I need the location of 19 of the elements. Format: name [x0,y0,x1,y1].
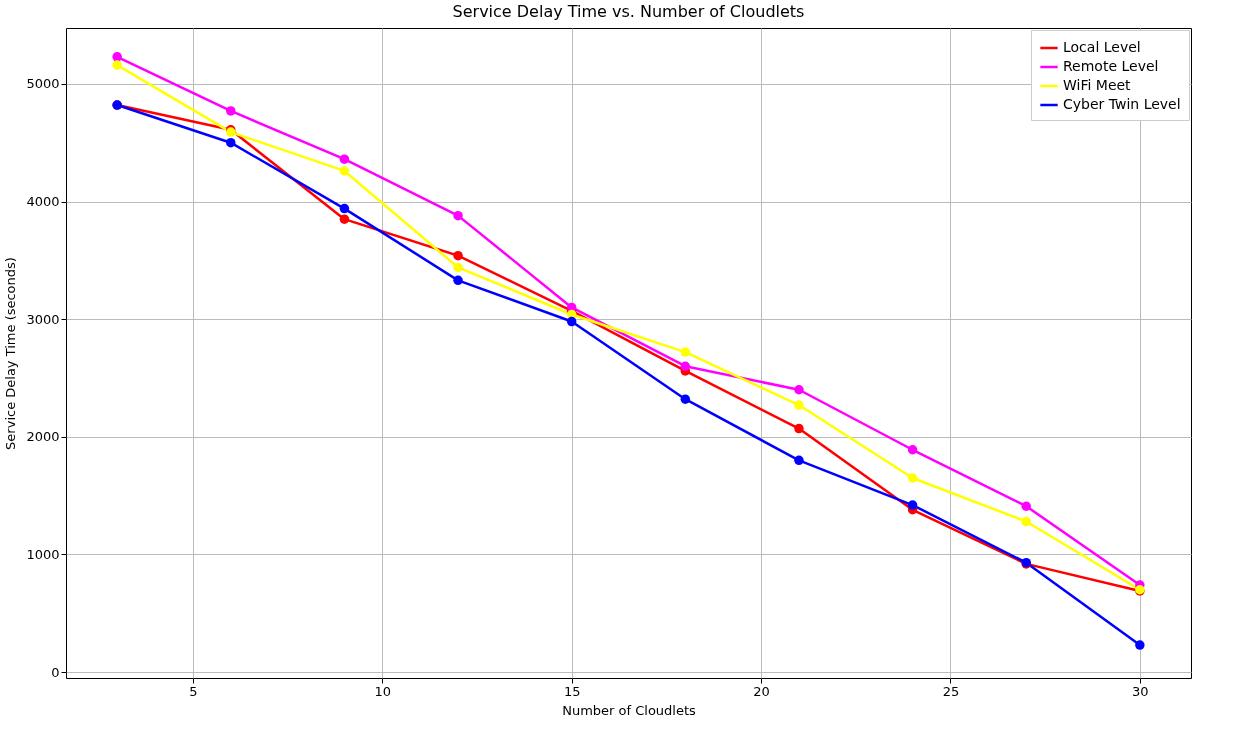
x-tick-label: 30 [1132,683,1149,699]
y-tick-label: 1000 [26,546,60,562]
x-tick-label: 25 [942,683,960,699]
legend-label: Cyber Twin Level [1063,96,1181,112]
x-axis-title: Number of Cloudlets [562,702,697,718]
x-tick-label: 5 [189,683,198,699]
y-tick-label: 3000 [26,311,60,327]
x-tick-label: 15 [563,683,581,699]
x-tick-label: 10 [374,683,392,699]
legend-label: WiFi Meet [1063,77,1132,93]
chart-title: Service Delay Time vs. Number of Cloudlets [452,2,805,21]
y-tick-label: 2000 [26,429,60,445]
x-tick-label: 20 [753,683,770,699]
y-tick-label: 0 [51,664,60,680]
y-axis-title: Service Delay Time (seconds) [3,257,19,450]
legend-label: Local Level [1063,39,1141,55]
y-tick-label: 5000 [26,76,60,92]
legend-label: Remote Level [1063,58,1159,74]
y-tick-label: 4000 [26,194,60,210]
